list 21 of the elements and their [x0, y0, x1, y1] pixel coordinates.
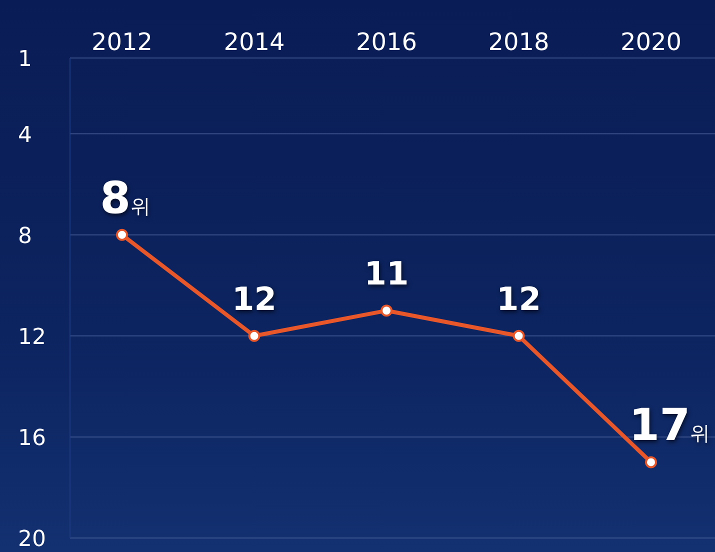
point — [380, 304, 392, 317]
data-label: 11 — [364, 254, 409, 293]
y-tick-label: 20 — [18, 527, 46, 552]
point — [248, 330, 260, 342]
y-tick-label: 4 — [18, 122, 32, 148]
point — [116, 228, 128, 241]
y-tick-label: 12 — [18, 324, 46, 350]
x-tick-label: 2020 — [620, 28, 682, 56]
data-label: 12 — [232, 280, 277, 318]
point — [512, 330, 525, 342]
y-tick-label: 8 — [18, 224, 32, 249]
y-tick-label: 1 — [18, 47, 32, 72]
x-tick-label: 2018 — [488, 28, 550, 56]
x-tick-label: 2012 — [91, 28, 153, 56]
data-label: 8위 — [100, 172, 151, 224]
x-tick-label: 2016 — [356, 28, 418, 56]
x-tick-label: 2014 — [224, 28, 285, 56]
data-label: 17위 — [629, 400, 710, 452]
point — [645, 456, 657, 468]
y-tick-label: 16 — [18, 426, 46, 451]
data-label: 12 — [496, 280, 542, 318]
